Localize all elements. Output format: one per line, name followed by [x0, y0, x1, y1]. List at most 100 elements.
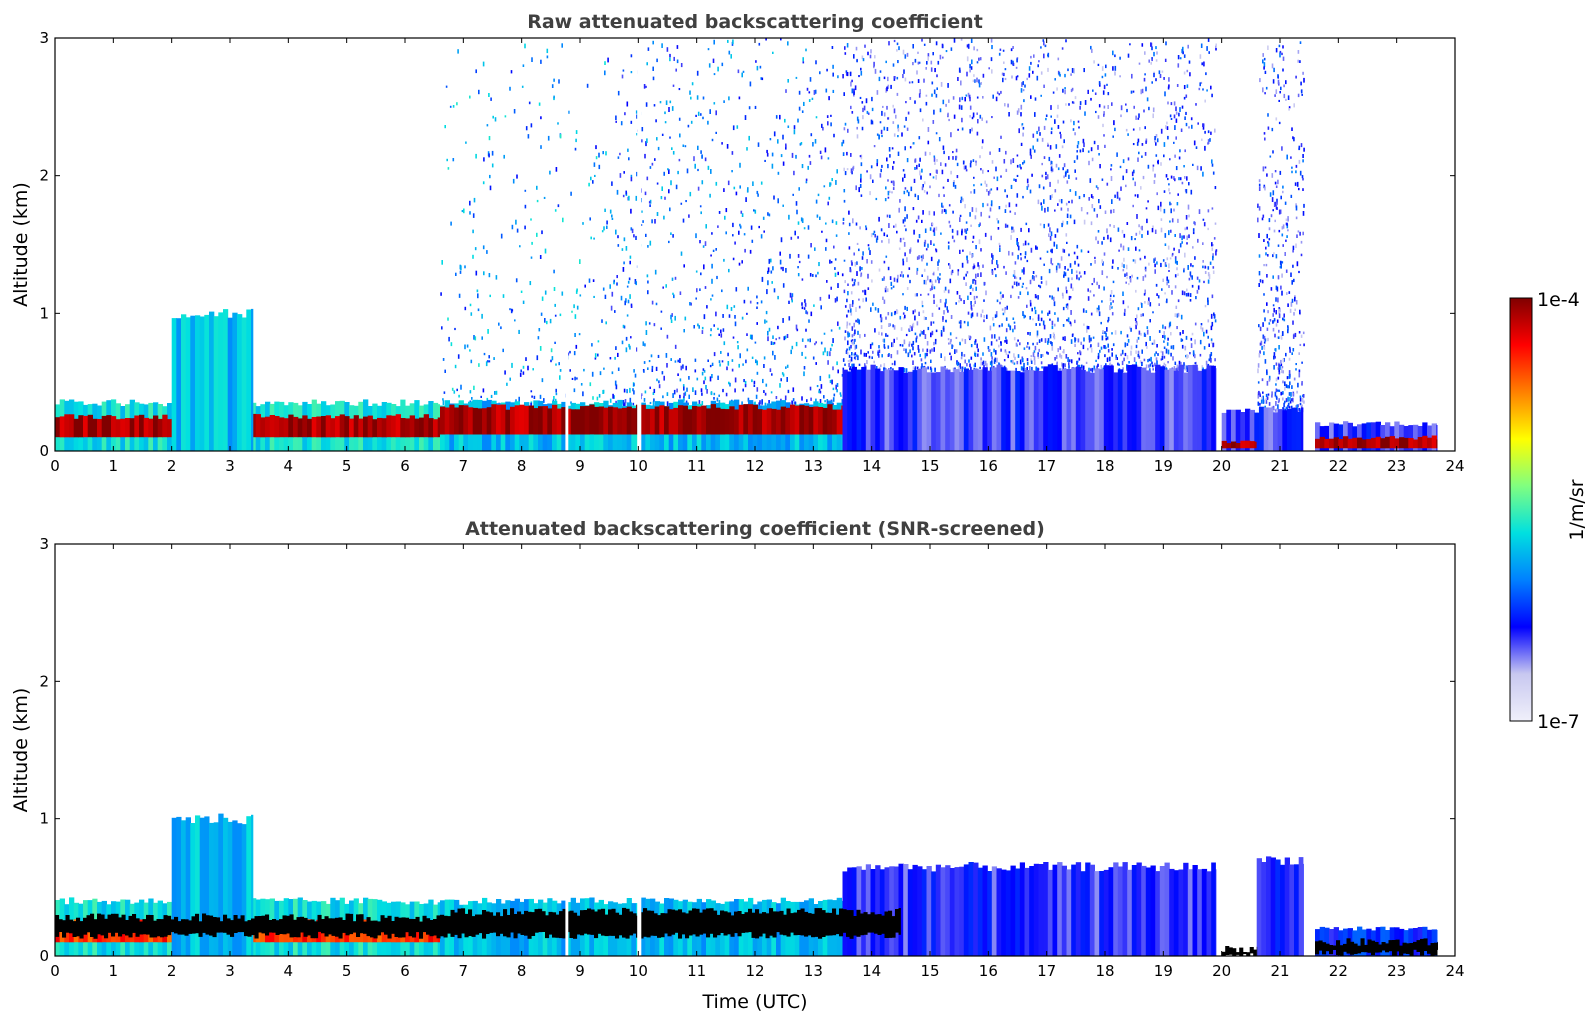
panel-raw-noise-speck — [943, 194, 945, 197]
panel-raw-layer-cell — [148, 418, 154, 438]
panel-raw-layer-cell — [991, 367, 997, 451]
panel-raw-noise-speck — [795, 154, 797, 159]
panel-raw-noise-speck — [1214, 319, 1217, 323]
panel-raw-noise-speck — [1147, 200, 1149, 203]
panel-raw-layer-cell — [181, 314, 187, 451]
panel-raw-noise-speck — [554, 303, 556, 307]
panel-raw-noise-speck — [1088, 367, 1090, 372]
panel-raw-noise-speck — [1050, 259, 1052, 264]
panel-raw-noise-speck — [451, 387, 454, 391]
panel-raw-noise-speck — [1272, 209, 1274, 212]
panel-raw-noise-speck — [1267, 45, 1269, 50]
panel-raw-noise-speck — [1291, 398, 1293, 402]
panel-raw-noise-speck — [998, 344, 1000, 348]
panel-raw-noise-speck — [1185, 335, 1188, 340]
panel-raw-noise-speck — [1067, 317, 1070, 323]
panel-raw-layer-cell — [949, 372, 955, 451]
panel-raw-noise-speck — [996, 176, 999, 182]
panel-raw-noise-speck — [544, 290, 547, 295]
panel-raw-layer-cell — [162, 414, 168, 438]
panel-raw-noise-speck — [1170, 203, 1172, 206]
panel-raw-noise-speck — [1137, 307, 1140, 311]
panel-raw-noise-speck — [1103, 252, 1106, 256]
panel-raw-noise-speck — [1264, 70, 1267, 74]
panel-raw-noise-speck — [1155, 154, 1158, 157]
panel-raw-noise-speck — [1091, 48, 1093, 53]
panel-raw-noise-speck — [1276, 207, 1278, 210]
panel-raw-noise-speck — [1164, 58, 1167, 62]
panel-raw-noise-speck — [982, 360, 985, 365]
panel-raw-noise-speck — [916, 335, 918, 339]
panel-raw-noise-speck — [1065, 39, 1067, 43]
panel-raw-noise-speck — [684, 316, 687, 321]
panel-raw-noise-speck — [1140, 332, 1142, 336]
panel-raw-noise-speck — [1273, 229, 1276, 233]
panel-raw-noise-speck — [650, 354, 653, 358]
panel-raw-noise-speck — [843, 289, 846, 294]
panel-raw-layer-cell — [1015, 371, 1021, 451]
panel-raw-noise-speck — [609, 284, 611, 289]
panel-raw-noise-speck — [1122, 245, 1125, 251]
panel-raw-noise-speck — [844, 46, 846, 50]
panel-raw-noise-speck — [658, 380, 660, 384]
panel-raw-noise-speck — [1089, 368, 1092, 372]
panel-raw-noise-speck — [865, 98, 868, 104]
panel-raw-noise-speck — [903, 125, 906, 128]
panel-raw-noise-speck — [918, 255, 920, 260]
panel-raw-layer-cell — [1038, 371, 1044, 451]
panel-raw-noise-speck — [937, 266, 939, 271]
panel-raw-noise-speck — [922, 310, 925, 314]
panel-raw-noise-speck — [777, 139, 779, 144]
panel-raw-noise-speck — [815, 341, 817, 344]
panel-raw-noise-speck — [924, 228, 927, 233]
panel-raw-noise-speck — [718, 400, 721, 404]
panel-raw-layer-cell — [153, 415, 159, 438]
panel-raw-noise-speck — [655, 302, 658, 306]
panel-raw-noise-speck — [1149, 336, 1151, 341]
panel-raw-noise-speck — [1021, 82, 1023, 87]
panel-raw-noise-speck — [1135, 350, 1137, 354]
panel-raw-noise-speck — [633, 234, 635, 238]
panel-raw-noise-speck — [1124, 273, 1126, 277]
panel-raw-noise-speck — [919, 353, 921, 357]
panel-raw-noise-speck — [920, 358, 923, 362]
panel-raw-noise-speck — [999, 301, 1001, 305]
panel-raw-layer-cell — [486, 407, 492, 435]
panel-raw-noise-speck — [1111, 312, 1114, 316]
panel-raw-noise-speck — [954, 349, 956, 354]
panel-raw-noise-speck — [1006, 224, 1009, 228]
panel-raw-noise-speck — [833, 133, 835, 138]
panel-raw-noise-speck — [1162, 335, 1164, 338]
panel-raw-noise-speck — [875, 238, 878, 243]
panel-raw-noise-speck — [475, 69, 477, 74]
panel-raw-noise-speck — [591, 343, 593, 347]
panel-raw-noise-speck — [1027, 332, 1029, 335]
panel-raw-noise-speck — [848, 246, 851, 250]
panel-raw-noise-speck — [458, 293, 461, 298]
panel-raw-noise-speck — [917, 239, 919, 243]
panel-raw-noise-speck — [1280, 363, 1283, 367]
panel-raw-noise-speck — [1189, 271, 1192, 276]
panel-raw-layer-cell — [608, 406, 614, 435]
panel-raw-noise-speck — [890, 287, 893, 290]
panel-raw-noise-speck — [970, 160, 972, 164]
panel-raw-noise-speck — [919, 157, 921, 162]
panel-raw-noise-speck — [711, 278, 713, 284]
panel-raw-noise-speck — [945, 50, 948, 53]
panel-raw-noise-speck — [647, 367, 649, 370]
panel-raw-noise-speck — [648, 322, 651, 325]
panel-raw-noise-speck — [512, 178, 515, 184]
panel-raw-noise-speck — [893, 108, 896, 114]
panel-raw-noise-speck — [1287, 402, 1290, 406]
panel-raw-xtick-label: 18 — [1095, 457, 1114, 475]
panel-raw-noise-speck — [843, 189, 846, 193]
panel-raw-noise-speck — [1163, 340, 1165, 343]
panel-raw-noise-speck — [1211, 321, 1214, 327]
panel-raw-noise-speck — [1114, 54, 1116, 58]
panel-raw-noise-speck — [1016, 240, 1018, 245]
panel-raw-noise-speck — [954, 184, 957, 189]
panel-raw-noise-speck — [1275, 395, 1278, 399]
panel-raw-noise-speck — [707, 165, 710, 170]
panel-raw-layer-cell — [400, 418, 406, 438]
panel-raw-noise-speck — [1070, 322, 1072, 327]
